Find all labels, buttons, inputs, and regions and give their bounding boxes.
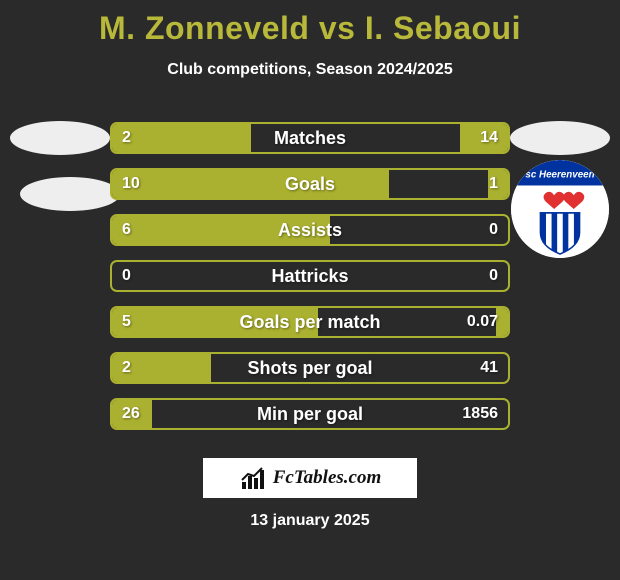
stat-row: 101Goals [110,168,510,200]
stat-bar-right [496,308,508,336]
stat-bar-left [112,170,389,198]
placeholder-icon [20,177,120,211]
footer-date: 13 january 2025 [0,512,620,530]
stat-row: 0 0Hattricks [110,260,510,292]
page-title: M. Zonneveld vs I. Sebaoui [0,0,620,47]
stat-value-left: 0 [122,262,131,290]
player2-club-badge: sc Heerenveen [506,152,614,236]
stat-row: 214Matches [110,122,510,154]
stat-label: Hattricks [112,262,508,290]
stat-value-right: 0.07 [467,308,498,336]
fctables-logo: FcTables.com [203,458,417,498]
svg-text:sc Heerenveen: sc Heerenveen [525,170,594,181]
stat-value-right: 0 [489,262,498,290]
stat-bar-right [460,124,508,152]
stat-row: 50.07Goals per match [110,306,510,338]
stat-row: 241Shots per goal [110,352,510,384]
placeholder-icon [10,121,110,155]
stat-row: 60Assists [110,214,510,246]
stat-label: Min per goal [112,400,508,428]
stat-bar-left [112,216,330,244]
stat-row: 261856Min per goal [110,398,510,430]
chart-icon [239,464,267,492]
stat-bar-right [488,170,508,198]
stat-bar-left [112,308,318,336]
brand-text: FcTables.com [273,467,382,489]
placeholder-icon [510,121,610,155]
stat-value-right: 41 [480,354,498,382]
player1-nation-badge [16,152,124,236]
heerenveen-badge-icon: sc Heerenveen [511,160,609,258]
stat-bar-left [112,124,251,152]
stats-container: 214Matches101Goals60Assists00Hattricks50… [110,122,510,430]
page-subtitle: Club competitions, Season 2024/2025 [0,61,620,79]
stat-bar-left [112,400,152,428]
stat-value-right: 0 [489,216,498,244]
stat-value-right: 1856 [462,400,498,428]
stat-bar-left [112,354,211,382]
